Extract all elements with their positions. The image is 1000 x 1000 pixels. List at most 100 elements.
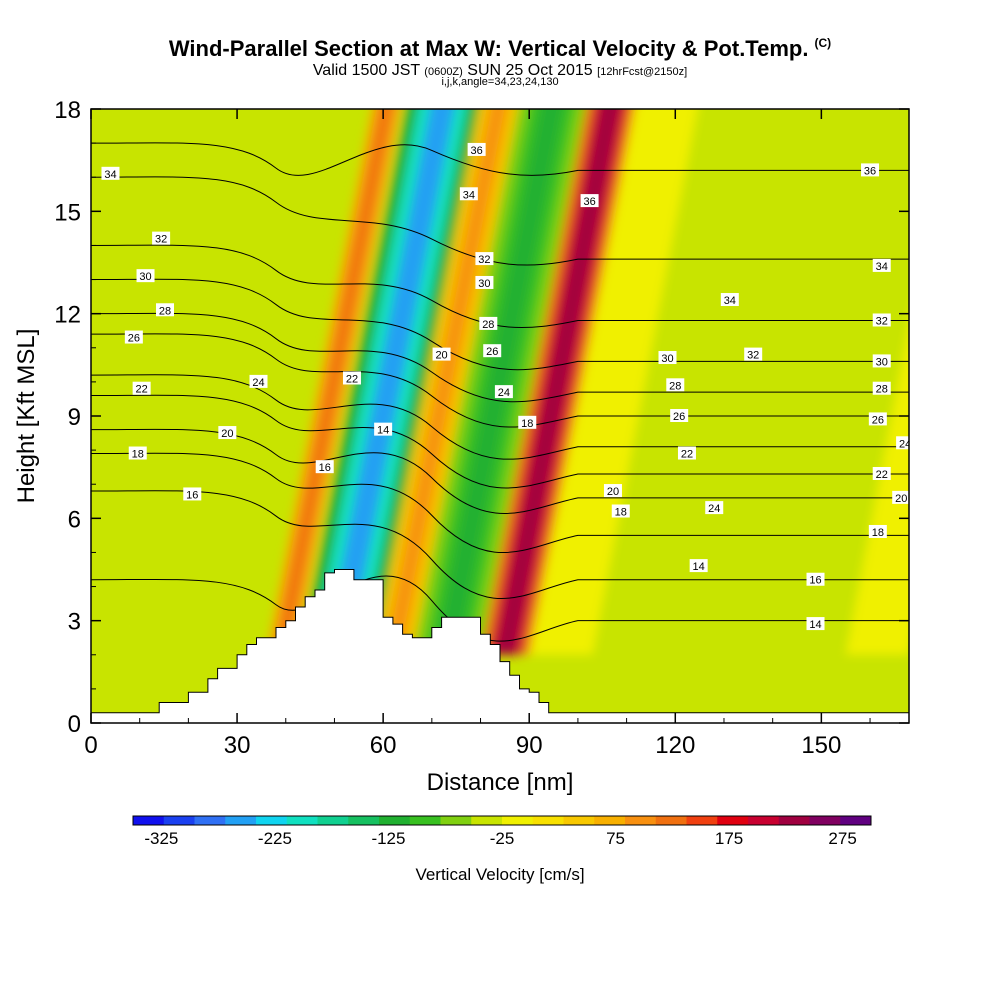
velocity-band-3-strip-1 xyxy=(423,109,541,655)
y-tick-label-3: 9 xyxy=(68,404,81,431)
velocity-band-4-strip-0 xyxy=(480,109,594,655)
theta-contour-34 xyxy=(91,176,909,266)
colorbar-swatch-10 xyxy=(440,816,472,825)
valid-utc: (0600Z) xyxy=(424,66,463,78)
contour-label-text: 26 xyxy=(128,333,140,345)
contour-label-text: 34 xyxy=(724,295,736,307)
colorbar-tick-label-1: -225 xyxy=(258,829,292,848)
velocity-band-0-strip-1 xyxy=(271,109,382,655)
contour-label-4: 26 xyxy=(124,330,143,345)
velocity-band-4-strip-3 xyxy=(504,109,619,655)
contour-label-text: 32 xyxy=(478,254,490,266)
velocity-band-4-strip-4 xyxy=(512,109,627,655)
contour-label-text: 30 xyxy=(478,278,490,290)
velocity-band-5-strip-5 xyxy=(845,326,909,655)
velocity-band-0-strip-4 xyxy=(285,109,396,655)
contour-label-11: 16 xyxy=(183,487,202,501)
contour-label-14: 36 xyxy=(467,142,486,157)
contour-label-24: 26 xyxy=(670,409,689,423)
contour-label-text: 20 xyxy=(221,428,233,440)
contour-label-text: 36 xyxy=(864,165,876,177)
contour-label-text: 18 xyxy=(615,507,627,519)
y-tick-label-1: 3 xyxy=(68,609,81,636)
theta-contour-24 xyxy=(91,374,909,460)
colorbar-swatch-23 xyxy=(840,816,872,825)
chart-subtitle: Valid 1500 JST (0600Z) SUN 25 Oct 2015 [… xyxy=(0,62,1000,80)
contour-label-26: 20 xyxy=(603,484,622,498)
contour-label-text: 22 xyxy=(346,373,358,385)
x-tick-label-3: 90 xyxy=(516,732,543,759)
colorbar-swatch-18 xyxy=(686,816,718,825)
theta-contour-32 xyxy=(91,244,909,329)
contour-label-30: 32 xyxy=(744,347,763,362)
contour-label-text: 28 xyxy=(482,319,494,331)
contour-label-text: 22 xyxy=(876,469,888,481)
contour-labels: 34 32 30 28 26 24 22 22 20 20 18 16 16 14 36 34 32 30 28 26… xyxy=(101,142,909,631)
colorbar-swatch-4 xyxy=(256,816,288,825)
contour-label-16: 32 xyxy=(475,252,494,266)
colorbar-tick-label-2: -125 xyxy=(371,829,405,848)
contour-label-44: 14 xyxy=(806,617,825,631)
y-tick-label-0: 0 xyxy=(68,711,81,738)
contour-label-text: 26 xyxy=(872,414,884,426)
y-tick-label-5: 15 xyxy=(54,199,81,226)
contour-label-text: 28 xyxy=(876,384,888,396)
contour-label-text: 26 xyxy=(673,411,685,423)
colorbar-swatch-12 xyxy=(502,816,534,825)
theta-contour-18 xyxy=(91,452,909,553)
colorbar-swatch-22 xyxy=(809,816,841,825)
contour-label-text: 24 xyxy=(708,503,720,515)
contour-label-text: 30 xyxy=(876,356,888,368)
contour-label-text: 14 xyxy=(377,425,389,437)
velocity-band-1-strip-2 xyxy=(324,109,443,655)
contour-label-text: 14 xyxy=(693,561,705,573)
contour-label-32: 14 xyxy=(689,559,708,573)
velocity-band-2-strip-4 xyxy=(399,109,512,655)
velocity-band-3-strip-3 xyxy=(446,109,563,655)
contour-label-20: 24 xyxy=(494,385,513,399)
colorbar-swatch-13 xyxy=(532,816,564,825)
contour-label-22: 30 xyxy=(658,351,677,365)
contour-label-6: 22 xyxy=(132,381,151,396)
velocity-band-1-strip-5 xyxy=(361,109,479,655)
colorbar-swatch-8 xyxy=(379,816,411,825)
chart-title-text: Wind-Parallel Section at Max W: Vertical… xyxy=(168,36,809,61)
y-tick-label-6: 18 xyxy=(54,97,81,124)
contour-label-text: 26 xyxy=(486,346,498,358)
contour-label-23: 28 xyxy=(666,378,685,392)
contour-label-text: 30 xyxy=(661,353,673,365)
theta-contour-22 xyxy=(91,394,909,489)
theta-contour-36 xyxy=(91,142,909,176)
y-axis-label: Height [Kft MSL] xyxy=(13,329,40,504)
colorbar-label: Vertical Velocity [cm/s] xyxy=(415,865,584,884)
contour-label-18: 28 xyxy=(479,316,498,331)
velocity-band-4-strip-5 xyxy=(521,109,635,655)
contour-label-text: 22 xyxy=(681,449,693,461)
contour-label-40: 22 xyxy=(872,466,891,481)
contour-label-10: 18 xyxy=(128,446,147,461)
contour-label-1: 32 xyxy=(152,231,171,246)
colorbar-swatch-1 xyxy=(163,816,195,825)
velocity-band-2-strip-3 xyxy=(392,109,505,655)
contour-label-text: 28 xyxy=(159,305,171,317)
contour-label-2: 30 xyxy=(136,269,155,283)
contour-label-text: 16 xyxy=(319,462,331,474)
velocity-band-5-strip-4 xyxy=(782,109,909,655)
y-tick-label-2: 6 xyxy=(68,506,81,533)
colorbar-frame xyxy=(132,815,872,826)
velocity-band-4-strip-1 xyxy=(488,109,602,655)
contour-label-21: 18 xyxy=(518,415,537,430)
contour-label-text: 20 xyxy=(895,493,907,505)
terrain-profile xyxy=(91,569,909,723)
contour-label-43: 16 xyxy=(806,572,825,587)
colorbar-swatch-0 xyxy=(133,816,165,825)
contour-label-39: 24 xyxy=(896,436,909,450)
colorbar: -325 -225 -125 -25 75 175 275 xyxy=(132,815,872,848)
contour-label-text: 20 xyxy=(607,486,619,498)
contour-label-15: 34 xyxy=(459,187,478,201)
velocity-band-0-strip-3 xyxy=(280,109,391,655)
contour-label-38: 26 xyxy=(868,412,887,426)
chart-title: Wind-Parallel Section at Max W: Vertical… xyxy=(0,36,1000,62)
velocity-band-4-strip-2 xyxy=(496,109,611,655)
colorbar-swatch-17 xyxy=(655,816,687,825)
